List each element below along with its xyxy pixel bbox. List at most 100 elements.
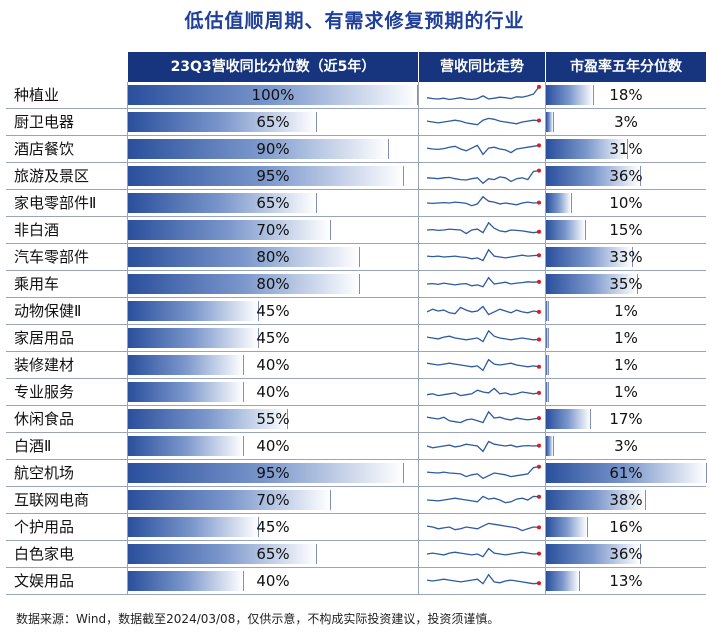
pe-percentile-label: 36% [609, 167, 643, 185]
industry-name: 旅游及景区 [6, 163, 128, 189]
industry-name: 厨卫电器 [6, 109, 128, 135]
pe-percentile-cell: 17% [546, 406, 706, 432]
pe-percentile-bar [546, 490, 647, 510]
sparkline-last-point [537, 309, 541, 314]
industry-name: 种植业 [6, 82, 128, 108]
sparkline-last-point [537, 337, 541, 342]
industry-name: 非白酒 [6, 217, 128, 243]
revenue-percentile-cell: 65% [128, 541, 418, 567]
pe-percentile-label: 1% [614, 383, 638, 401]
revenue-percentile-bar [128, 193, 317, 213]
sparkline-path [426, 329, 540, 343]
pe-percentile-cell: 1% [546, 325, 706, 351]
footer-source-note: 数据来源：Wind，数据截至2024/03/08，仅供示意，不构成实际投资建议，… [16, 612, 500, 626]
revenue-percentile-bar [128, 436, 244, 456]
pe-percentile-label: 1% [614, 302, 638, 320]
revenue-percentile-label: 80% [256, 275, 290, 293]
revenue-percentile-bar [128, 112, 317, 132]
revenue-percentile-cell: 55% [128, 406, 418, 432]
sparkline-path [426, 169, 540, 185]
industry-name: 家居用品 [6, 325, 128, 351]
industry-name: 装修建材 [6, 352, 128, 378]
revenue-percentile-cell: 95% [128, 460, 418, 486]
revenue-trend-sparkline [418, 541, 546, 567]
pe-percentile-cell: 35% [546, 271, 706, 297]
table-row: 个护用品 45% 16% [6, 514, 706, 541]
pe-percentile-bar [546, 436, 554, 456]
pe-percentile-bar [546, 517, 589, 537]
industry-name: 专业服务 [6, 379, 128, 405]
sparkline-last-point [537, 143, 541, 148]
pe-percentile-cell: 31% [546, 136, 706, 162]
sparkline-path [426, 305, 540, 316]
pe-percentile-bar [546, 274, 639, 294]
sparkline-last-point [537, 229, 541, 234]
sparkline-path [426, 221, 540, 235]
revenue-percentile-label: 80% [256, 248, 290, 266]
pe-percentile-bar [546, 544, 642, 564]
sparkline-svg [426, 522, 541, 532]
sparkline-path [426, 522, 540, 532]
revenue-trend-sparkline [418, 406, 546, 432]
table-row: 文娱用品 40% 13% [6, 568, 706, 595]
table-row: 白色家电 65% 36% [6, 541, 706, 568]
industry-name: 休闲食品 [6, 406, 128, 432]
revenue-trend-sparkline [418, 514, 546, 540]
pe-percentile-cell: 33% [546, 244, 706, 270]
revenue-percentile-cell: 90% [128, 136, 418, 162]
sparkline-svg [426, 329, 541, 343]
sparkline-last-point [537, 464, 541, 469]
industry-name: 航空机场 [6, 460, 128, 486]
revenue-trend-sparkline [418, 568, 546, 594]
revenue-percentile-cell: 95% [128, 163, 418, 189]
revenue-percentile-bar [128, 274, 360, 294]
pe-percentile-cell: 3% [546, 433, 706, 459]
table-row: 种植业 100% 18% [6, 82, 706, 109]
sparkline-last-point [537, 581, 541, 586]
pe-percentile-label: 1% [614, 329, 638, 347]
table-row: 动物保健Ⅱ 45% 1% [6, 298, 706, 325]
sparkline-last-point [537, 551, 541, 556]
pe-percentile-cell: 15% [546, 217, 706, 243]
revenue-percentile-cell: 40% [128, 379, 418, 405]
table-row: 专业服务 40% 1% [6, 379, 706, 406]
sparkline-path [426, 276, 540, 288]
revenue-percentile-label: 40% [256, 437, 290, 455]
revenue-percentile-bar [128, 301, 259, 321]
table-row: 旅游及景区 95% 36% [6, 163, 706, 190]
revenue-percentile-label: 45% [256, 518, 290, 536]
revenue-percentile-cell: 65% [128, 109, 418, 135]
revenue-trend-sparkline [418, 433, 546, 459]
sparkline-last-point [537, 168, 541, 173]
pe-percentile-label: 16% [609, 518, 643, 536]
revenue-trend-sparkline [418, 352, 546, 378]
revenue-percentile-label: 95% [256, 167, 290, 185]
revenue-percentile-bar [128, 463, 404, 483]
sparkline-path [426, 466, 540, 480]
revenue-percentile-cell: 100% [128, 82, 418, 108]
table-row: 酒店餐饮 90% 31% [6, 136, 706, 163]
pe-percentile-label: 17% [609, 410, 643, 428]
sparkline-path [426, 86, 540, 101]
revenue-percentile-bar [128, 220, 331, 240]
pe-percentile-bar [546, 382, 549, 402]
sparkline-last-point [537, 253, 541, 258]
revenue-percentile-cell: 40% [128, 433, 418, 459]
revenue-percentile-label: 65% [256, 545, 290, 563]
sparkline-last-point [537, 279, 541, 284]
industry-name: 家电零部件Ⅱ [6, 190, 128, 216]
pe-percentile-bar [546, 355, 549, 375]
pe-percentile-bar [546, 166, 642, 186]
pe-percentile-label: 61% [609, 464, 643, 482]
revenue-trend-sparkline [418, 298, 546, 324]
sparkline-svg [426, 195, 541, 207]
sparkline-path [426, 410, 540, 424]
table-row: 装修建材 40% 1% [6, 352, 706, 379]
revenue-trend-sparkline [418, 109, 546, 135]
pe-percentile-bar [546, 139, 628, 159]
sparkline-path [426, 195, 540, 207]
sparkline-last-point [537, 364, 541, 369]
header-revenue-trend: 营收同比走势 [418, 52, 546, 82]
revenue-trend-sparkline [418, 190, 546, 216]
pe-percentile-cell: 18% [546, 82, 706, 108]
